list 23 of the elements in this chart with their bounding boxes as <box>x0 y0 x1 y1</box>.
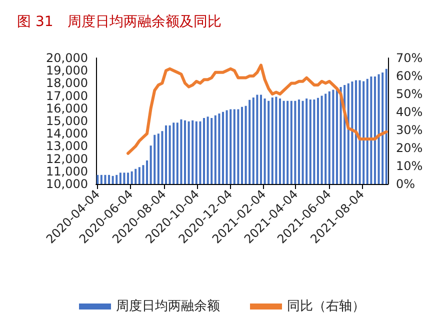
line-series <box>126 64 388 155</box>
chart-title: 图 31 周度日均两融余额及同比 <box>17 14 222 30</box>
y-tick-label: 19,000 <box>46 64 88 78</box>
y-tick-label: 16,000 <box>46 101 88 116</box>
y2-tick-label: 0% <box>396 177 416 191</box>
y2-tick-label: 50% <box>396 87 423 101</box>
y-tick-label: 14,000 <box>46 126 88 141</box>
y2-tick-label: 20% <box>396 141 423 155</box>
y-tick-label: 15,000 <box>46 114 88 128</box>
y-tick-label: 12,000 <box>46 152 88 166</box>
y-tick-label: 17,000 <box>46 88 88 103</box>
y2-tick-label: 10% <box>396 159 423 173</box>
legend-label: 同比（右轴） <box>287 299 365 314</box>
y2-tick-label: 70% <box>396 51 423 65</box>
legend-label: 周度日均两融余额 <box>116 298 220 314</box>
y2-tick-label: 40% <box>396 105 423 119</box>
y-tick-label: 20,000 <box>46 51 88 65</box>
y-tick-label: 11,000 <box>46 164 88 178</box>
y2-tick-label: 60% <box>396 69 423 83</box>
y2-tick-label: 30% <box>396 123 423 137</box>
y-tick-label: 10,000 <box>46 177 88 191</box>
y-tick-label: 18,000 <box>46 76 88 90</box>
y-tick-label: 13,000 <box>46 139 88 154</box>
